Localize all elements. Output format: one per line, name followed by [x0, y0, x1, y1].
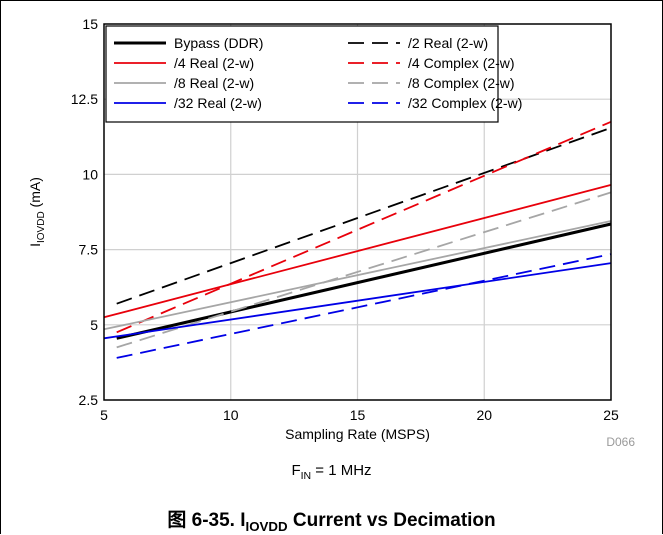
- caption-prefix: 图 6-35. I: [167, 510, 246, 531]
- series-line-6: [116, 191, 612, 349]
- y-tick-label: 15: [82, 16, 98, 32]
- plot-area: Bypass (DDR) /2 Real (2-w) /4 Real (2-w) /4…: [27, 16, 635, 449]
- x-axis-title: Sampling Rate (MSPS): [285, 426, 430, 442]
- legend-label-3: /4 Real (2-w): [174, 55, 254, 71]
- series-line-5: [103, 220, 612, 331]
- legend-label-8: /32 Complex (2-w): [408, 95, 522, 111]
- series-line-7: [103, 262, 612, 340]
- x-tick-label: 5: [100, 407, 108, 423]
- x-tick-label: 10: [223, 407, 239, 423]
- series-line-1: [116, 222, 612, 340]
- figure-code: D066: [606, 435, 635, 449]
- caption-sub: IOVDD: [245, 518, 288, 534]
- figure-caption: 图 6-35. IIOVDD Current vs Decimation: [0, 505, 663, 534]
- fin-main: F: [291, 462, 301, 479]
- y-axis-title-unit: (mA): [27, 177, 43, 211]
- y-tick-label: 10: [82, 166, 98, 182]
- legend-label-7: /32 Real (2-w): [174, 95, 262, 111]
- y-tick-label: 2.5: [79, 392, 99, 408]
- series-line-3: [103, 184, 612, 319]
- legend-label-4: /4 Complex (2-w): [408, 55, 515, 71]
- fin-sub: IN: [300, 470, 312, 482]
- fin-rest: = 1 MHz: [311, 462, 372, 479]
- legend-label-2: /2 Real (2-w): [408, 35, 488, 51]
- plot-border: [103, 23, 612, 401]
- x-tick-label: 20: [476, 407, 492, 423]
- series-line-4: [116, 120, 612, 334]
- series-line-8: [116, 253, 612, 359]
- y-tick-label: 7.5: [79, 242, 99, 258]
- legend-label-1: Bypass (DDR): [174, 35, 263, 51]
- legend-label-5: /8 Real (2-w): [174, 75, 254, 91]
- legend-label-6: /8 Complex (2-w): [408, 75, 515, 91]
- y-axis-title-main: I: [27, 243, 43, 247]
- y-axis-title: IIOVDD (mA): [27, 177, 47, 247]
- legend-box: [105, 25, 499, 123]
- input-frequency-note: FIN = 1 MHz: [0, 462, 663, 482]
- y-tick-label: 5: [90, 317, 98, 333]
- x-tick-label: 15: [350, 407, 366, 423]
- y-axis-title-sub: IOVDD: [36, 211, 47, 243]
- caption-rest: Current vs Decimation: [287, 510, 496, 531]
- x-tick-label: 25: [603, 407, 619, 423]
- y-tick-label: 12.5: [71, 91, 98, 107]
